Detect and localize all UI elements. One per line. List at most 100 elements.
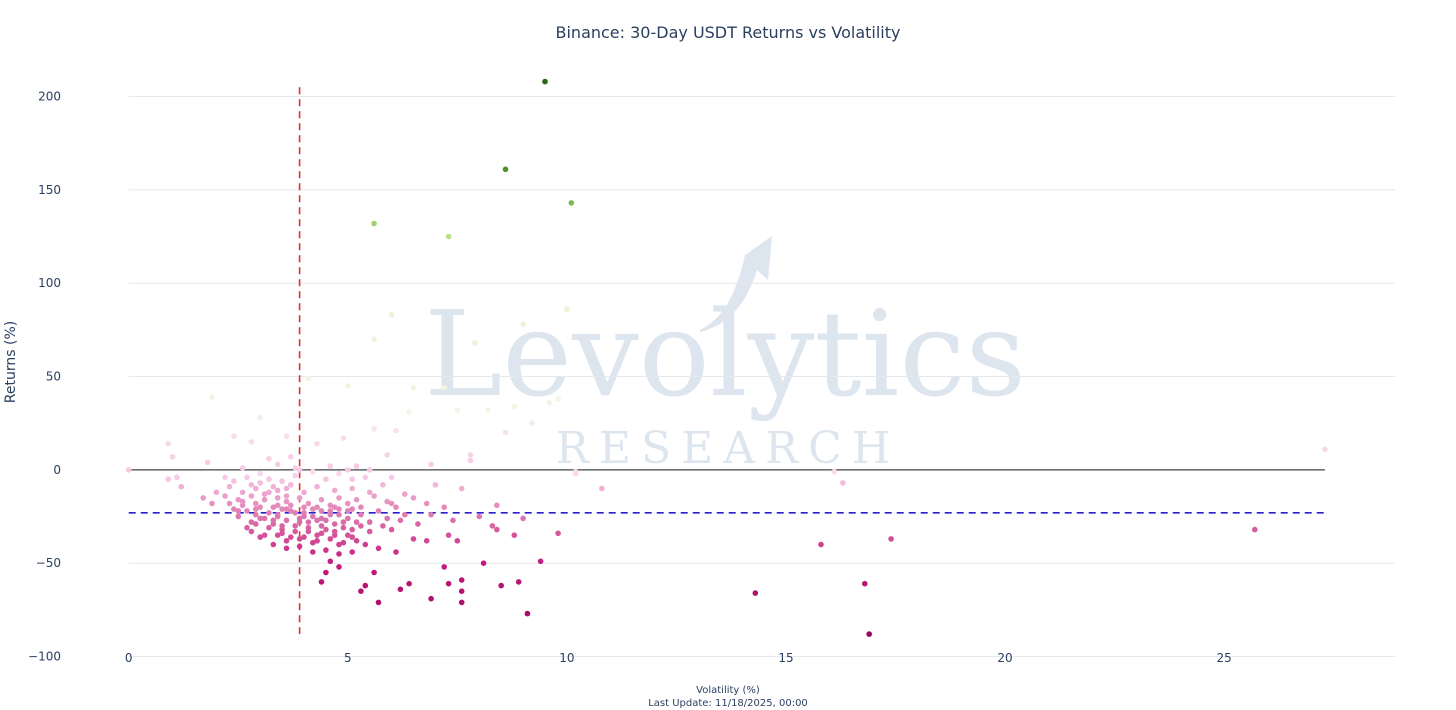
data-point (310, 513, 316, 520)
data-point (366, 528, 373, 535)
data-point (752, 590, 759, 596)
data-point (388, 312, 395, 318)
data-point (209, 394, 215, 400)
data-point (358, 588, 364, 594)
data-point (274, 495, 281, 501)
data-point (305, 519, 312, 525)
data-point (454, 538, 461, 544)
data-point (327, 463, 334, 469)
data-point (283, 493, 290, 499)
data-point (178, 483, 185, 490)
data-point (349, 476, 356, 483)
data-point (511, 532, 518, 538)
data-point (331, 521, 338, 527)
x-axis-subtitle: Last Update: 11/18/2025, 00:00 (648, 698, 808, 709)
data-point (467, 452, 474, 458)
data-point (345, 532, 351, 538)
data-point (818, 541, 824, 548)
data-point (393, 427, 399, 434)
reference-lines (128, 87, 1325, 635)
data-point (362, 582, 369, 589)
data-point (204, 459, 211, 466)
data-point (441, 384, 448, 391)
data-point (253, 511, 259, 518)
data-point (331, 504, 338, 511)
data-point (288, 502, 294, 509)
data-point (502, 429, 509, 436)
data-point (266, 476, 272, 483)
data-point (296, 536, 303, 542)
data-point (472, 340, 478, 346)
data-point (310, 506, 316, 512)
data-point (358, 504, 364, 511)
x-tick-label: 20 (997, 651, 1012, 665)
data-point (349, 485, 356, 492)
data-point (209, 500, 215, 507)
data-point (222, 493, 228, 499)
data-point (458, 577, 465, 583)
data-point (257, 470, 264, 477)
x-tick-label: 0 (125, 651, 133, 665)
data-point (318, 496, 325, 503)
data-point (336, 551, 342, 557)
data-point (296, 519, 303, 525)
data-point (310, 549, 316, 555)
data-point (441, 564, 448, 570)
data-point (529, 420, 535, 427)
data-point (388, 474, 395, 481)
data-point (384, 515, 391, 522)
data-point (235, 496, 242, 503)
data-point (428, 595, 434, 602)
data-point (406, 580, 412, 587)
data-point (235, 508, 242, 514)
y-tick-label: 0 (53, 463, 61, 477)
data-point (222, 474, 228, 481)
data-point (336, 541, 342, 548)
data-point (336, 495, 342, 501)
data-point (358, 523, 364, 529)
data-point (165, 476, 171, 483)
data-point (494, 502, 500, 509)
data-point (520, 515, 526, 522)
data-point (174, 474, 180, 481)
data-point (340, 524, 347, 531)
data-point (555, 396, 561, 402)
data-point (1322, 446, 1328, 453)
data-point (231, 433, 237, 440)
data-point (296, 495, 303, 501)
data-point (314, 517, 320, 524)
data-point (318, 515, 325, 522)
x-axis-title: Volatility (%) (696, 685, 760, 696)
data-point (480, 560, 487, 566)
data-point (410, 536, 417, 542)
data-point (257, 504, 264, 511)
data-point (261, 496, 268, 503)
x-tick-label: 15 (778, 651, 793, 665)
data-point (292, 472, 299, 479)
data-point (831, 468, 837, 475)
data-point (213, 489, 220, 496)
data-point (542, 78, 548, 85)
data-point (323, 569, 329, 576)
data-point (450, 517, 456, 524)
data-point (345, 467, 351, 473)
data-point (279, 478, 285, 484)
data-point (349, 534, 356, 540)
data-point (248, 482, 255, 488)
data-point (371, 426, 377, 432)
data-point (564, 306, 570, 313)
data-point (301, 489, 307, 496)
data-point (248, 519, 255, 525)
data-point (327, 511, 334, 518)
data-point (371, 493, 377, 499)
data-point (380, 482, 386, 488)
data-point (358, 511, 364, 518)
data-point (253, 521, 259, 527)
data-point (393, 504, 399, 511)
data-point (366, 519, 373, 525)
data-point (266, 510, 272, 516)
data-point (283, 433, 290, 440)
data-point (318, 530, 325, 537)
data-points (125, 78, 1328, 637)
